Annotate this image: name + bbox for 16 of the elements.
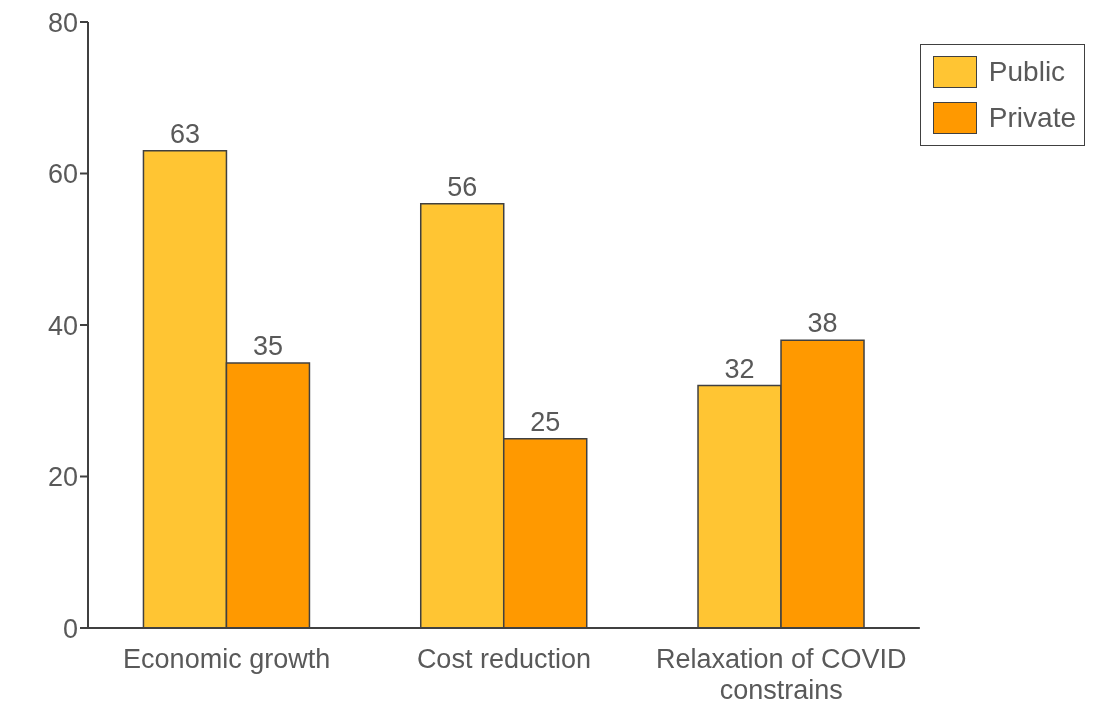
- data-label: 56: [447, 171, 478, 202]
- legend-label: Private: [988, 102, 1076, 134]
- data-label: 32: [724, 353, 755, 384]
- legend-label: Public: [988, 56, 1066, 88]
- data-label: 25: [530, 406, 561, 437]
- y-tick-label: 0: [62, 613, 78, 644]
- y-tick-label: 60: [47, 159, 78, 190]
- y-tick-label: 40: [47, 310, 78, 341]
- x-tick-label: Economic growth: [123, 644, 331, 674]
- data-label: 35: [252, 330, 283, 361]
- y-tick-label: 20: [47, 462, 78, 493]
- data-label: 63: [169, 118, 200, 149]
- x-tick-label: Cost reduction: [416, 644, 591, 674]
- x-tick-label: Relaxation of COVID constrains: [655, 644, 907, 705]
- y-tick-label: 80: [47, 7, 78, 38]
- data-label: 38: [807, 308, 838, 339]
